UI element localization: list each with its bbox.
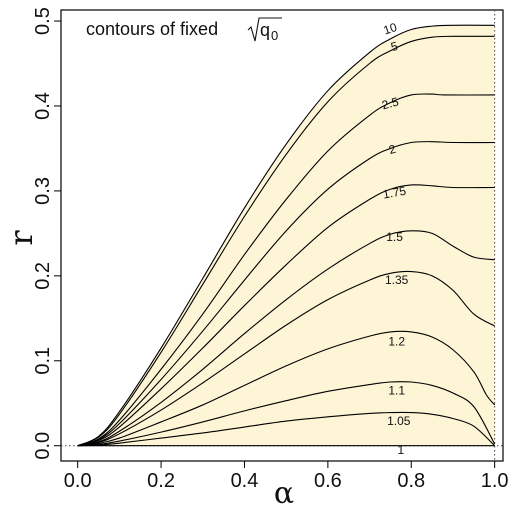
y-tick-label: 0.1 xyxy=(32,347,54,375)
y-tick-label: 0.0 xyxy=(32,432,54,460)
x-tick-label: 1.0 xyxy=(481,470,509,492)
contour-label-1-2: 1.2 xyxy=(388,334,405,348)
y-axis-label: r xyxy=(2,230,40,246)
contour-label-1-1: 1.1 xyxy=(388,384,405,398)
shaded-region-layer xyxy=(77,25,495,446)
chart-title-text: contours of fixed xyxy=(86,19,218,39)
contour-line-2 xyxy=(77,141,495,447)
contour-label-5: 5 xyxy=(389,39,399,54)
contour-line-1-75 xyxy=(77,184,495,447)
y-tick-label: 0.5 xyxy=(32,7,54,35)
contour-label-1-35: 1.35 xyxy=(385,273,409,287)
contour-line-1-05 xyxy=(77,411,496,447)
plot-frame xyxy=(60,9,504,462)
y-tick-label: 0.3 xyxy=(32,177,54,205)
y-axis-ticks: 0.0 0.1 0.2 0.3 0.4 0.5 xyxy=(32,7,61,460)
contour-label-1-5: 1.5 xyxy=(386,230,403,244)
contour-line-5 xyxy=(77,35,495,447)
y-tick-label: 0.2 xyxy=(32,262,54,290)
x-axis-ticks: 0.0 0.2 0.4 0.6 0.8 1.0 xyxy=(64,461,509,492)
contour-line-1-5 xyxy=(77,230,495,447)
contour-lines-layer xyxy=(77,24,496,447)
shaded-region xyxy=(77,25,495,446)
sqrt-q0-symbol: q 0 xyxy=(247,17,282,43)
y-tick-label: 0.4 xyxy=(32,92,54,120)
contour-label-1: 1 xyxy=(397,443,404,457)
contour-line-1-1 xyxy=(77,381,496,447)
x-tick-label: 0.8 xyxy=(397,470,425,492)
contour-label-2-5: 2.5 xyxy=(380,94,400,112)
contour-line-2-5 xyxy=(77,93,495,447)
chart-title: contours of fixed xyxy=(86,19,218,39)
x-tick-label: 0.2 xyxy=(147,470,175,492)
sqrt-sign-icon xyxy=(247,17,282,42)
contour-label-10: 10 xyxy=(382,20,399,38)
sqrt-q-subscript: 0 xyxy=(271,28,278,43)
sqrt-q-letter: q xyxy=(260,20,270,40)
contour-labels-layer: 105 2.5 2 1.75 1.5 1.35 1.2 1.1 1.05 1 xyxy=(380,20,410,457)
x-tick-label: 0.0 xyxy=(64,470,92,492)
contour-label-1-05: 1.05 xyxy=(387,414,411,428)
contour-label-1-75: 1.75 xyxy=(382,184,408,202)
contour-line-1-2 xyxy=(77,330,496,447)
contour-label-2: 2 xyxy=(387,142,397,157)
contour-line-1-35 xyxy=(77,270,495,447)
x-tick-label: 0.4 xyxy=(231,470,259,492)
x-tick-label: 0.6 xyxy=(314,470,342,492)
x-axis-label: α xyxy=(274,476,294,509)
contour-line-10 xyxy=(77,24,495,447)
